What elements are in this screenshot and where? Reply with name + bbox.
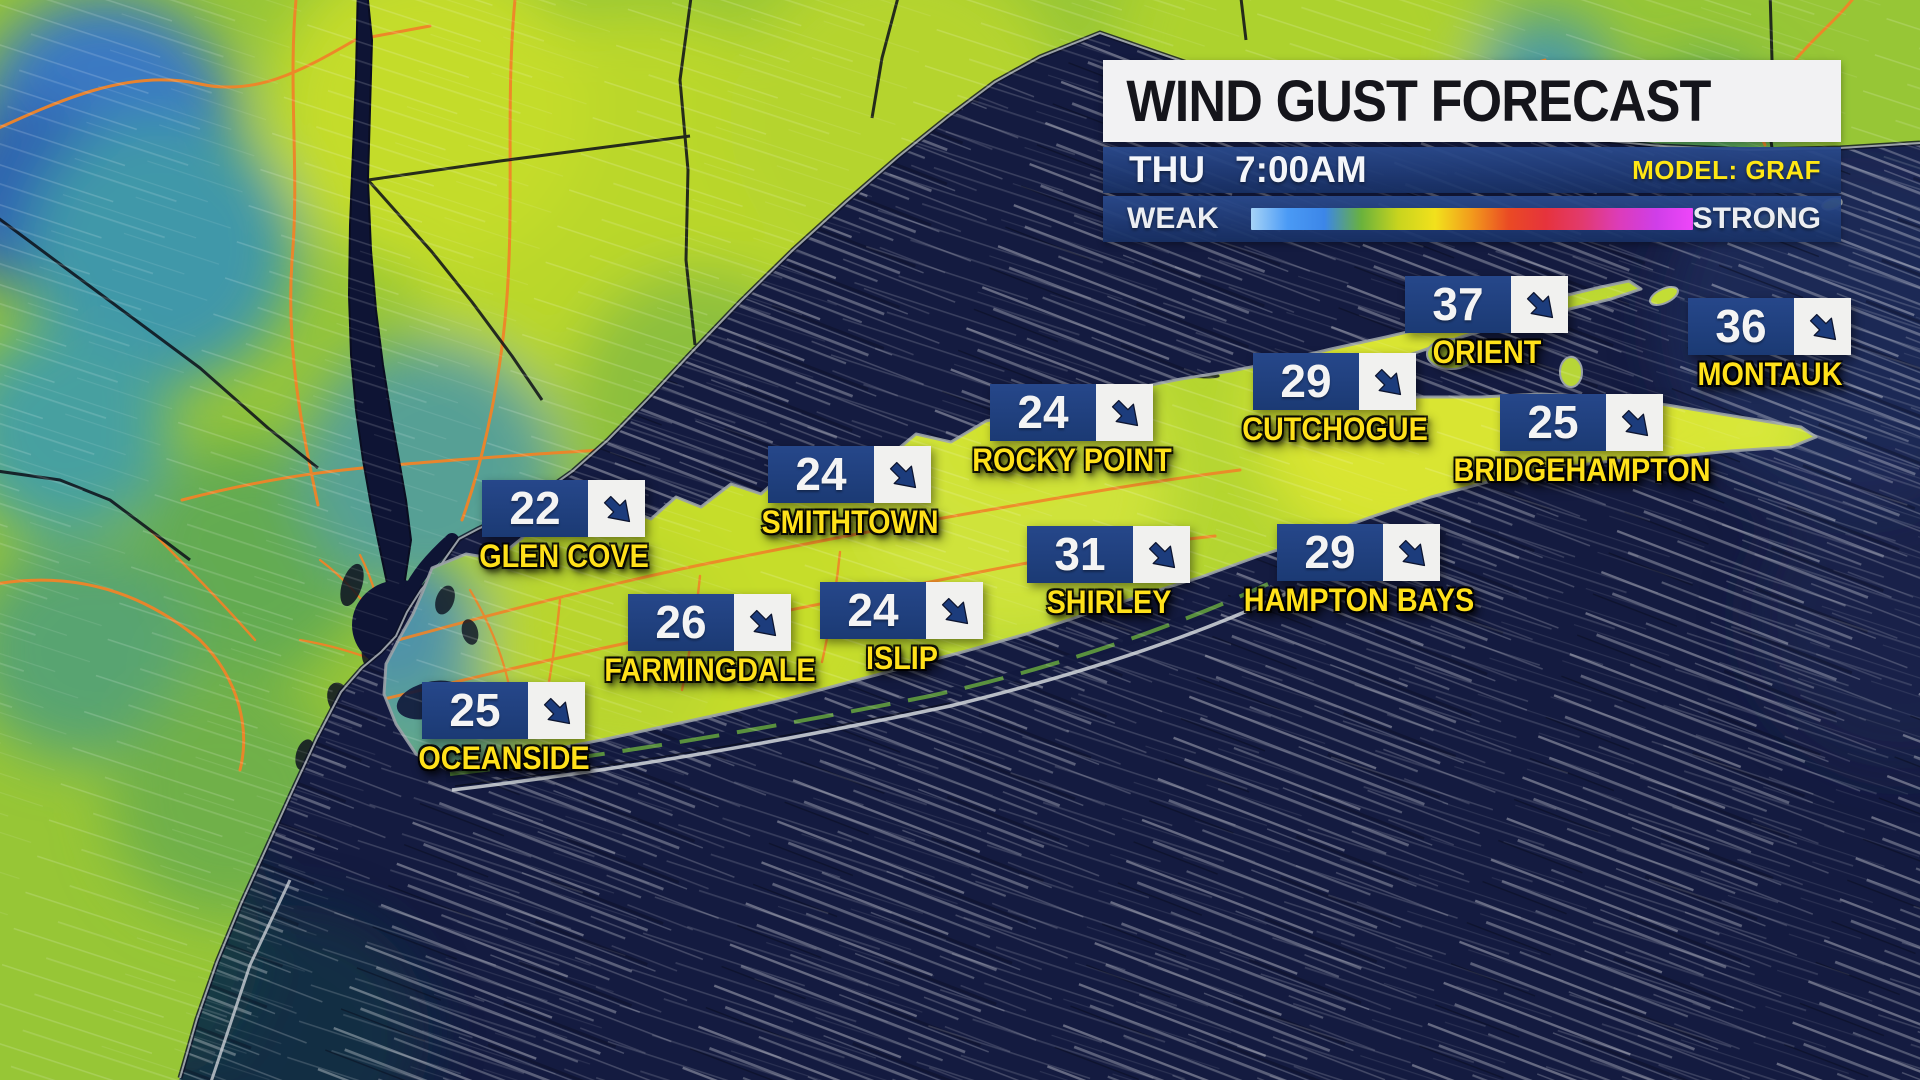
- title-box: WIND GUST FORECAST: [1103, 60, 1841, 142]
- wind-direction-arrow-icon: [1606, 394, 1663, 451]
- gust-value: 22: [482, 480, 588, 537]
- gust-label: 24 ISLIP: [820, 582, 983, 676]
- city-name: CUTCHOGUE: [1241, 411, 1428, 447]
- city-name: ORIENT: [1432, 334, 1541, 370]
- gust-label: 37 ORIENT: [1405, 276, 1568, 370]
- wind-direction-arrow-icon: [588, 480, 645, 537]
- header-panel: WIND GUST FORECAST THU 7:00AM MODEL: GRA…: [1103, 60, 1841, 242]
- city-name: OCEANSIDE: [417, 740, 590, 776]
- wind-direction-arrow-icon: [734, 594, 791, 651]
- forecast-day: THU: [1129, 149, 1206, 190]
- gust-value: 29: [1277, 524, 1383, 581]
- model-label: MODEL: GRAF: [1632, 154, 1821, 185]
- gust-label: 25 BRIDGEHAMPTON: [1453, 394, 1710, 488]
- wind-direction-arrow-icon: [1359, 353, 1416, 410]
- wind-direction-arrow-icon: [1383, 524, 1440, 581]
- gust-value: 25: [422, 682, 528, 739]
- gust-label: 22 GLEN COVE: [479, 480, 648, 574]
- city-name: FARMINGDALE: [603, 652, 816, 688]
- city-name: HAMPTON BAYS: [1243, 582, 1474, 618]
- gust-value: 24: [820, 582, 926, 639]
- legend-weak-label: WEAK: [1127, 202, 1219, 235]
- city-name: GLEN COVE: [478, 538, 649, 574]
- wind-strength-gradient: [1250, 208, 1693, 230]
- gust-label: 36 MONTAUK: [1688, 298, 1851, 392]
- city-name: SHIRLEY: [1046, 584, 1171, 620]
- gust-value: 31: [1027, 526, 1133, 583]
- gust-label: 29 CUTCHOGUE: [1242, 353, 1427, 447]
- wind-direction-arrow-icon: [1794, 298, 1851, 355]
- forecast-time: 7:00AM: [1235, 149, 1367, 190]
- time-bar: THU 7:00AM MODEL: GRAF: [1103, 147, 1841, 193]
- city-name: BRIDGEHAMPTON: [1452, 452, 1711, 488]
- legend-strong-label: STRONG: [1692, 202, 1821, 235]
- city-name: ROCKY POINT: [971, 442, 1172, 478]
- wind-direction-arrow-icon: [926, 582, 983, 639]
- gust-label: 24 ROCKY POINT: [972, 384, 1171, 478]
- gust-label: 26 FARMINGDALE: [604, 594, 815, 688]
- gust-value: 37: [1405, 276, 1511, 333]
- city-name: ISLIP: [865, 640, 938, 676]
- wind-direction-arrow-icon: [528, 682, 585, 739]
- wind-legend-bar: WEAK STRONG: [1103, 196, 1841, 242]
- wind-direction-arrow-icon: [1511, 276, 1568, 333]
- gust-label: 24 SMITHTOWN: [761, 446, 938, 540]
- gust-label: 25 OCEANSIDE: [418, 682, 589, 776]
- gust-label: 31 SHIRLEY: [1027, 526, 1190, 620]
- city-name: SMITHTOWN: [760, 504, 939, 540]
- gust-value: 24: [990, 384, 1096, 441]
- gust-label: 29 HAMPTON BAYS: [1243, 524, 1474, 618]
- wind-direction-arrow-icon: [874, 446, 931, 503]
- gust-value: 26: [628, 594, 734, 651]
- wind-direction-arrow-icon: [1133, 526, 1190, 583]
- gust-value: 25: [1500, 394, 1606, 451]
- city-name: MONTAUK: [1696, 356, 1843, 392]
- gust-value: 29: [1253, 353, 1359, 410]
- wind-direction-arrow-icon: [1096, 384, 1153, 441]
- gust-value: 36: [1688, 298, 1794, 355]
- page-title: WIND GUST FORECAST: [1126, 68, 1711, 134]
- gust-value: 24: [768, 446, 874, 503]
